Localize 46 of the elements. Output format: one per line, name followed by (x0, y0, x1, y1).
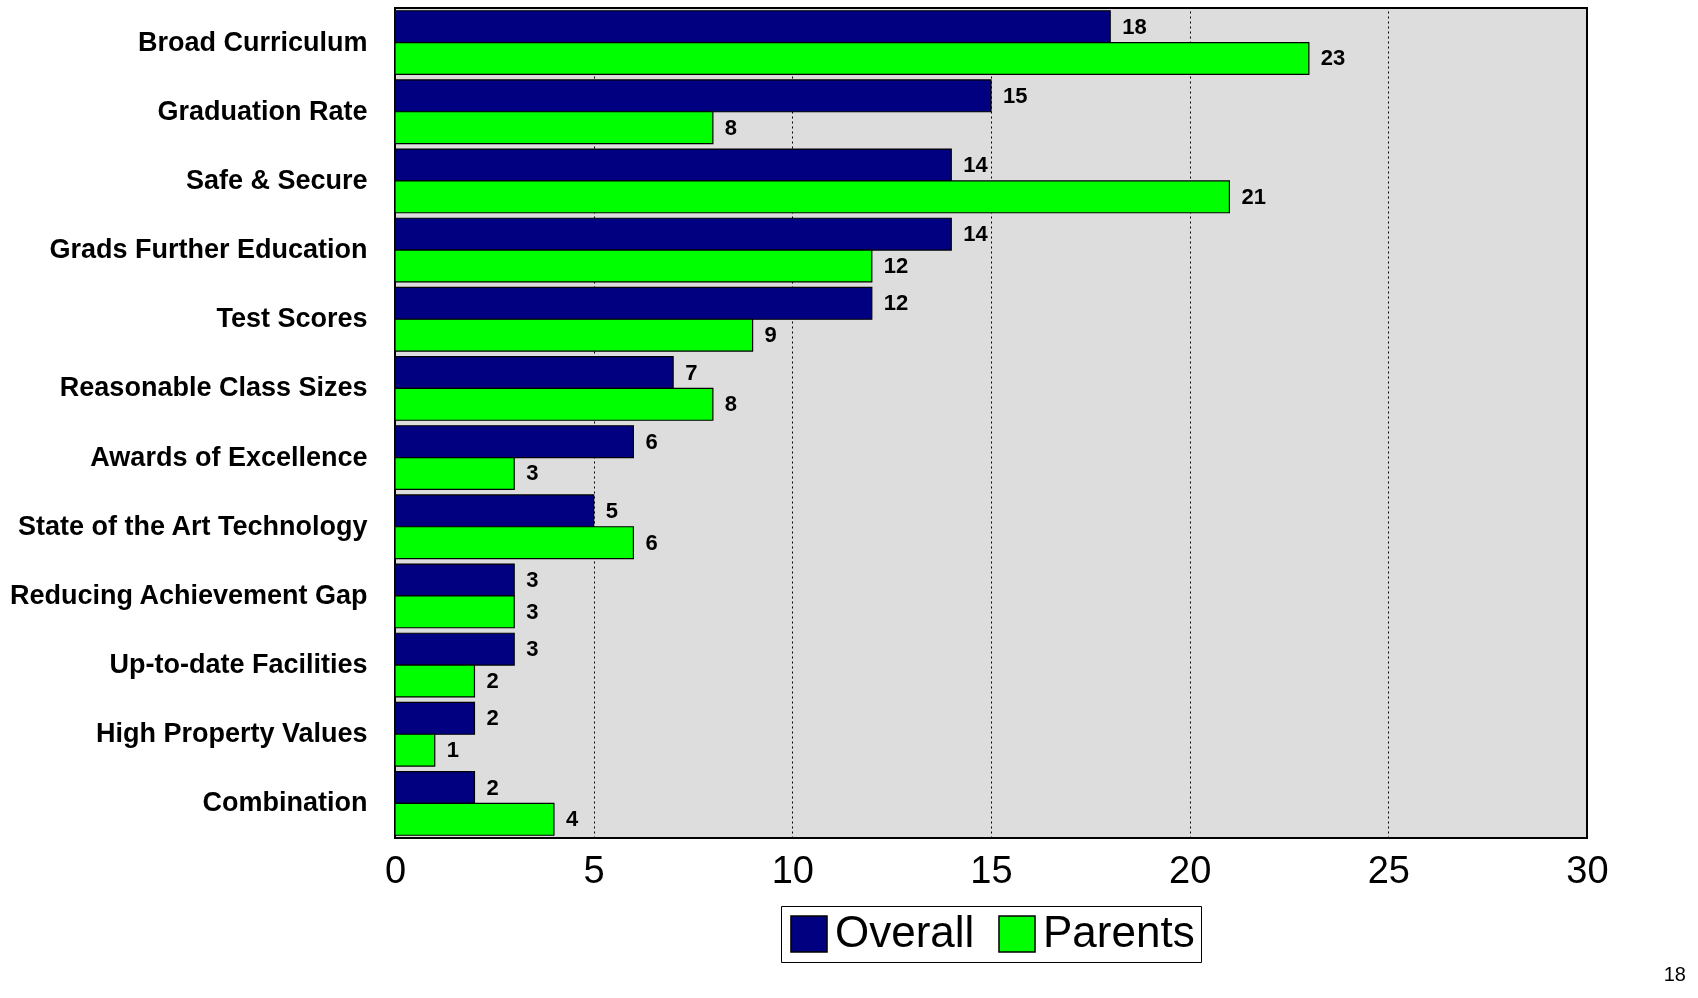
x-tick-label: 5 (583, 848, 605, 891)
data-label: 2 (486, 774, 499, 800)
data-label: 3 (526, 460, 539, 486)
x-tick-label: 0 (384, 848, 407, 891)
data-label: 2 (486, 667, 499, 693)
data-label: 5 (605, 497, 618, 523)
data-label: 3 (526, 598, 539, 624)
y-tick-label: Test Scores (216, 303, 368, 334)
data-label: 9 (764, 322, 777, 348)
y-tick-label: High Property Values (95, 718, 368, 749)
data-label: 1 (446, 737, 459, 763)
data-label: 14 (963, 221, 989, 247)
data-label: 8 (724, 391, 738, 417)
data-label: 3 (526, 567, 539, 593)
y-tick-label: Graduation Rate (157, 95, 368, 126)
data-label: 21 (1241, 183, 1266, 209)
text: 18 (1663, 963, 1686, 986)
y-tick-label: Up-to-date Facilities (109, 649, 368, 680)
x-tick-label: 10 (771, 848, 814, 891)
y-tick-label: Safe & Secure (185, 164, 368, 195)
data-label: 8 (724, 114, 738, 140)
x-tick-label: 15 (970, 848, 1013, 891)
x-tick-label: 20 (1169, 848, 1212, 891)
y-tick-label: Grads Further Education (49, 234, 368, 265)
data-label: 12 (883, 290, 909, 316)
y-tick-label: Combination (202, 787, 368, 818)
data-label: 7 (685, 359, 698, 385)
y-tick-label: Awards of Excellence (90, 441, 368, 472)
data-label: 12 (883, 252, 909, 278)
x-tick-label: 25 (1367, 848, 1410, 891)
data-label: 6 (645, 529, 658, 555)
data-label: 18 (1122, 13, 1147, 39)
data-label: 3 (526, 636, 539, 662)
y-tick-label: Reasonable Class Sizes (59, 372, 368, 403)
data-label: 15 (1003, 82, 1028, 108)
legend-label: Parents (1043, 907, 1195, 956)
data-label: 23 (1320, 45, 1346, 71)
y-tick-label: Broad Curriculum (137, 26, 368, 57)
y-tick-label: State of the Art Technology (17, 510, 368, 541)
data-label: 2 (486, 705, 499, 731)
data-label: 14 (963, 152, 989, 178)
data-label: 6 (645, 428, 658, 454)
legend-label: Overall (835, 907, 975, 956)
x-tick-label: 30 (1566, 848, 1609, 891)
y-tick-label: Reducing Achievement Gap (9, 579, 368, 610)
data-label: 4 (565, 806, 579, 832)
